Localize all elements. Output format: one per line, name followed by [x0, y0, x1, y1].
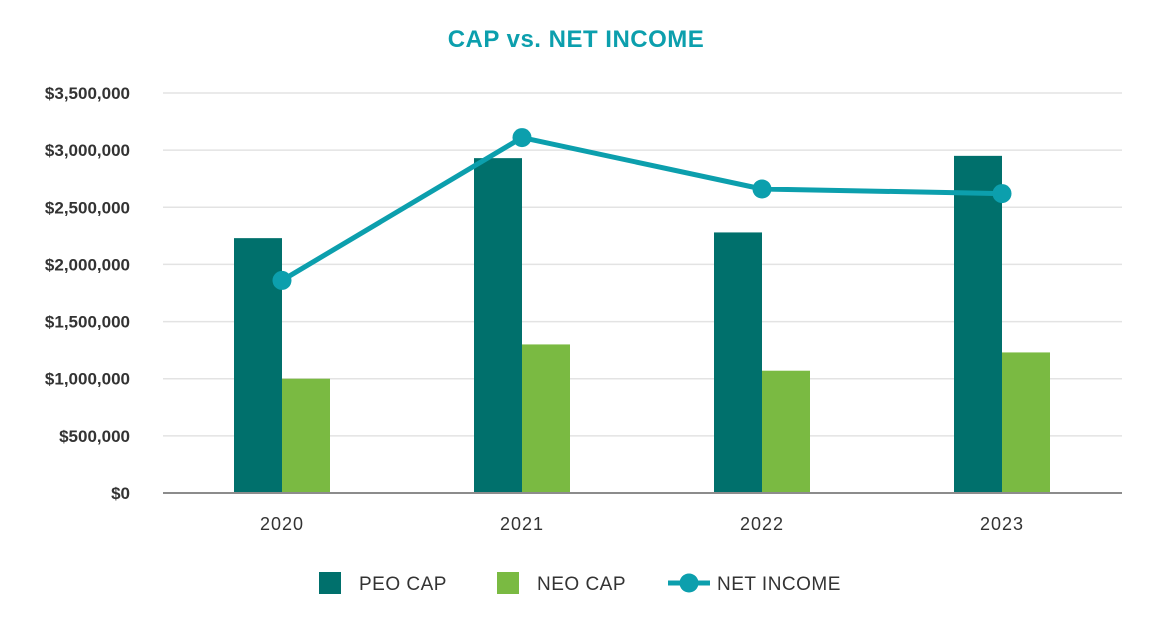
x-tick-label: 2020	[260, 514, 304, 534]
x-tick-label: 2021	[500, 514, 544, 534]
x-tick-label: 2022	[740, 514, 784, 534]
y-tick-label: $1,500,000	[45, 313, 130, 332]
y-tick-label: $500,000	[59, 427, 130, 446]
y-tick-label: $1,000,000	[45, 370, 130, 389]
net-income-point-2021	[512, 128, 532, 148]
net-income-polyline	[280, 135, 1003, 283]
bar-neo-cap-2023	[1002, 352, 1050, 493]
y-tick-label: $2,000,000	[45, 255, 130, 274]
legend-label-peo-cap: PEO CAP	[359, 574, 447, 595]
y-tick-label: $2,500,000	[45, 198, 130, 217]
net-income-point-2023	[992, 184, 1012, 204]
chart-title: CAP vs. NET INCOME	[447, 26, 705, 53]
x-tick-label: 2023	[980, 514, 1024, 534]
legend-label-neo-cap: NEO CAP	[537, 574, 626, 595]
y-tick-label: $3,500,000	[45, 84, 130, 103]
x-axis-tick-labels: 2020 2021 2022 2023	[260, 514, 1024, 534]
y-tick-label: $0	[111, 484, 130, 503]
legend-swatch-neo-cap	[497, 572, 519, 594]
legend-swatch-peo-cap	[319, 572, 341, 594]
net-income-point-2022	[752, 179, 772, 199]
bar-peo-cap-2021	[474, 158, 522, 493]
net-income-point-2020	[272, 270, 292, 290]
bar-neo-cap-2020	[282, 378, 330, 493]
bars	[234, 155, 1050, 493]
bar-neo-cap-2021	[522, 344, 570, 493]
legend: PEO CAP NEO CAP NET INCOME	[319, 572, 841, 595]
legend-swatch-marker-net-income	[679, 573, 699, 593]
y-axis-tick-labels: $0 $500,000 $1,000,000 $1,500,000 $2,000,000…	[45, 84, 130, 503]
net-income-line	[272, 128, 1012, 290]
y-tick-label: $3,000,000	[45, 141, 130, 160]
legend-label-net-income: NET INCOME	[717, 574, 841, 595]
bar-peo-cap-2023	[954, 155, 1002, 493]
bar-neo-cap-2022	[762, 370, 810, 493]
bar-peo-cap-2022	[714, 232, 762, 493]
